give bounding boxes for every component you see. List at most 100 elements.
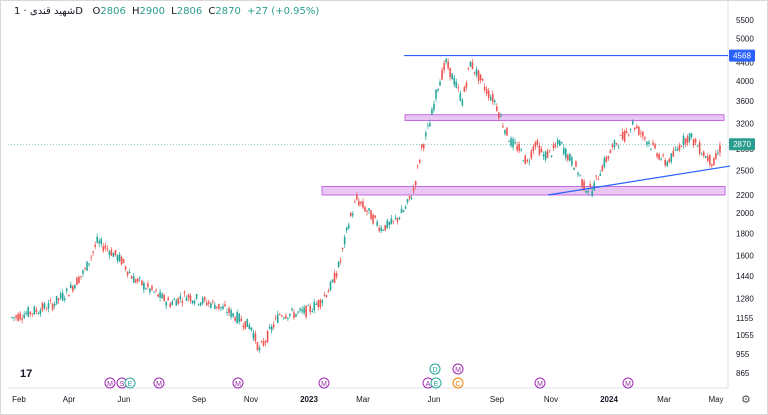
candle-body: [408, 195, 411, 199]
candle-body: [183, 292, 186, 294]
candle-body: [210, 303, 212, 308]
candle-body: [112, 253, 115, 257]
candle-body: [455, 81, 458, 88]
candle-body: [240, 318, 243, 322]
y-tick-label: 1600: [736, 252, 754, 261]
candle-body: [179, 296, 182, 299]
candle-body: [33, 306, 36, 315]
candle-body: [524, 155, 527, 164]
event-marker: [429, 363, 441, 375]
candle-body: [704, 156, 707, 159]
candle-body: [540, 149, 543, 152]
candle-body: [274, 317, 277, 319]
candle-body: [76, 277, 78, 286]
y-tick-label: 2000: [736, 209, 754, 218]
candle-body: [147, 283, 149, 287]
candle-body: [323, 294, 326, 296]
candle-body: [423, 144, 425, 149]
candle-body: [104, 245, 107, 249]
candle-body: [11, 317, 13, 319]
candle-body: [163, 294, 165, 301]
candle-body: [542, 154, 545, 157]
candle-body: [70, 284, 72, 289]
candle-body: [633, 127, 636, 130]
candle-body: [49, 300, 52, 302]
candle-body: [230, 309, 232, 318]
candle-body: [418, 159, 421, 163]
y-tick-label: 1280: [736, 294, 754, 303]
candle-body: [650, 148, 652, 150]
candle-body: [621, 131, 624, 140]
candle-body: [406, 199, 409, 203]
candle-body: [35, 309, 38, 312]
candle-body: [315, 304, 318, 305]
candle-body: [652, 142, 654, 146]
candle-body: [477, 70, 480, 81]
candle-body: [593, 182, 595, 191]
candle-body: [252, 332, 255, 339]
candle-body: [165, 302, 167, 306]
candle-body: [94, 244, 96, 247]
candle-body: [136, 278, 139, 282]
candle-body: [61, 292, 64, 301]
candle-body: [309, 305, 311, 312]
candle-body: [281, 315, 283, 317]
candle-body: [106, 248, 109, 250]
candle-body: [246, 318, 249, 327]
event-marker: [153, 377, 165, 389]
candle-body: [360, 201, 362, 204]
event-marker: [430, 377, 442, 389]
candle-body: [41, 303, 44, 311]
candle-body: [187, 294, 190, 298]
candle-body: [601, 165, 604, 171]
candle-body: [396, 217, 399, 222]
candle-body: [74, 285, 76, 289]
candle-body: [98, 240, 101, 244]
last-price-tag-label: 2870: [733, 140, 751, 149]
candle-body: [394, 218, 397, 219]
candle-body: [197, 303, 200, 305]
candle-body: [100, 239, 103, 245]
candle-body: [400, 208, 403, 214]
candle-body: [352, 213, 354, 216]
event-marker: [452, 363, 464, 375]
candle-body: [110, 249, 113, 256]
candle-body: [613, 140, 616, 148]
gear-icon[interactable]: ⚙: [741, 394, 751, 406]
candle-body: [341, 247, 344, 249]
candle-body: [487, 90, 490, 98]
candle-body: [189, 295, 192, 301]
candle-body: [207, 301, 210, 304]
candle-body: [325, 295, 328, 298]
event-marker: [534, 377, 546, 389]
candle-body: [688, 133, 691, 141]
candle-body: [502, 126, 504, 128]
candle-body: [463, 87, 466, 92]
candle-body: [550, 155, 553, 157]
event-marker-label: M: [625, 381, 631, 388]
candle-body: [218, 303, 220, 309]
candle-body: [234, 317, 236, 321]
candle-body: [285, 315, 287, 319]
candle-body: [648, 142, 650, 144]
candle-body: [585, 190, 587, 193]
candle-body: [569, 153, 571, 161]
candle-body: [356, 195, 358, 200]
close-label: C: [208, 6, 216, 17]
candle-body: [481, 78, 484, 81]
low-value: 2806: [176, 6, 203, 17]
candle-body: [88, 263, 90, 265]
event-marker-label: E: [128, 381, 133, 388]
candle-body: [343, 236, 346, 245]
candle-body: [124, 266, 127, 270]
event-marker-label: E: [434, 381, 439, 388]
y-tick-label: 4400: [736, 59, 754, 68]
candle-body: [55, 295, 58, 304]
candle-body: [212, 300, 214, 302]
candle-body: [260, 341, 263, 343]
candle-body: [307, 305, 309, 306]
candle-body: [573, 167, 575, 170]
candle-body: [617, 146, 620, 147]
candle-body: [242, 325, 245, 328]
